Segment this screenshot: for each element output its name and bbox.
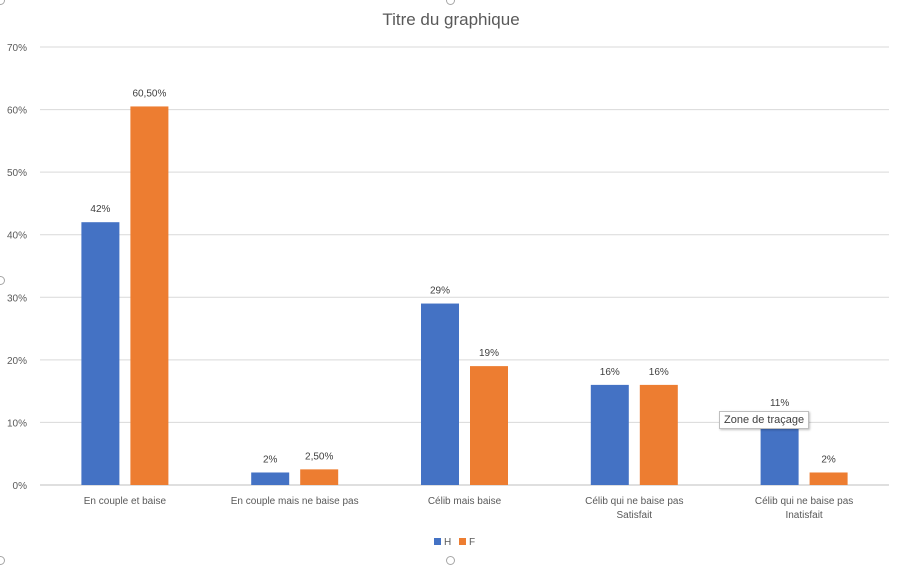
data-label: 2,50% xyxy=(305,451,333,462)
data-label: 29% xyxy=(430,286,450,297)
y-tick-label: 60% xyxy=(7,106,27,117)
data-label: 16% xyxy=(600,367,620,378)
chart-title: Titre du graphique xyxy=(382,10,519,29)
x-tick-label: En couple et baise xyxy=(84,496,167,507)
bar-f xyxy=(470,366,508,485)
y-tick-label: 50% xyxy=(7,168,27,179)
x-tick-label: Inatisfait xyxy=(785,510,822,521)
bar-h xyxy=(81,222,120,485)
data-label: 11% xyxy=(770,398,789,409)
data-label: 42% xyxy=(90,204,110,215)
x-tick-label: Célib qui ne baise pas xyxy=(755,496,853,507)
data-label: 16% xyxy=(649,367,669,378)
x-tick-label: Célib mais baise xyxy=(428,496,502,507)
x-tick-label: En couple mais ne baise pas xyxy=(231,496,359,507)
data-label: 60,50% xyxy=(132,88,166,99)
bar-f xyxy=(130,106,169,485)
legend-label: H xyxy=(444,537,451,548)
data-label: 2% xyxy=(263,454,278,465)
resize-handle-top[interactable] xyxy=(446,0,455,5)
resize-handle-left[interactable] xyxy=(0,276,5,285)
bar-f xyxy=(300,469,339,485)
x-tick-label: Célib qui ne baise pas xyxy=(585,496,683,507)
y-tick-label: 10% xyxy=(7,418,27,429)
bar-h xyxy=(251,472,290,485)
bar-h xyxy=(590,384,629,485)
y-tick-label: 30% xyxy=(7,293,27,304)
plot-area-tooltip: Zone de traçage xyxy=(719,411,810,429)
bar-f xyxy=(809,472,848,485)
bar-h xyxy=(421,303,459,485)
data-label: 19% xyxy=(479,348,499,359)
legend-swatch-h xyxy=(434,538,441,545)
resize-handle-top-left[interactable] xyxy=(0,0,5,5)
x-tick-label: Satisfait xyxy=(617,510,653,521)
y-tick-label: 40% xyxy=(7,231,27,242)
data-label: 2% xyxy=(821,454,836,465)
y-tick-label: 20% xyxy=(7,356,27,367)
legend-swatch-f xyxy=(459,538,466,545)
y-tick-label: 70% xyxy=(7,43,27,54)
bar-f xyxy=(639,384,678,485)
legend-label: F xyxy=(469,537,475,548)
y-tick-label: 0% xyxy=(13,481,28,492)
